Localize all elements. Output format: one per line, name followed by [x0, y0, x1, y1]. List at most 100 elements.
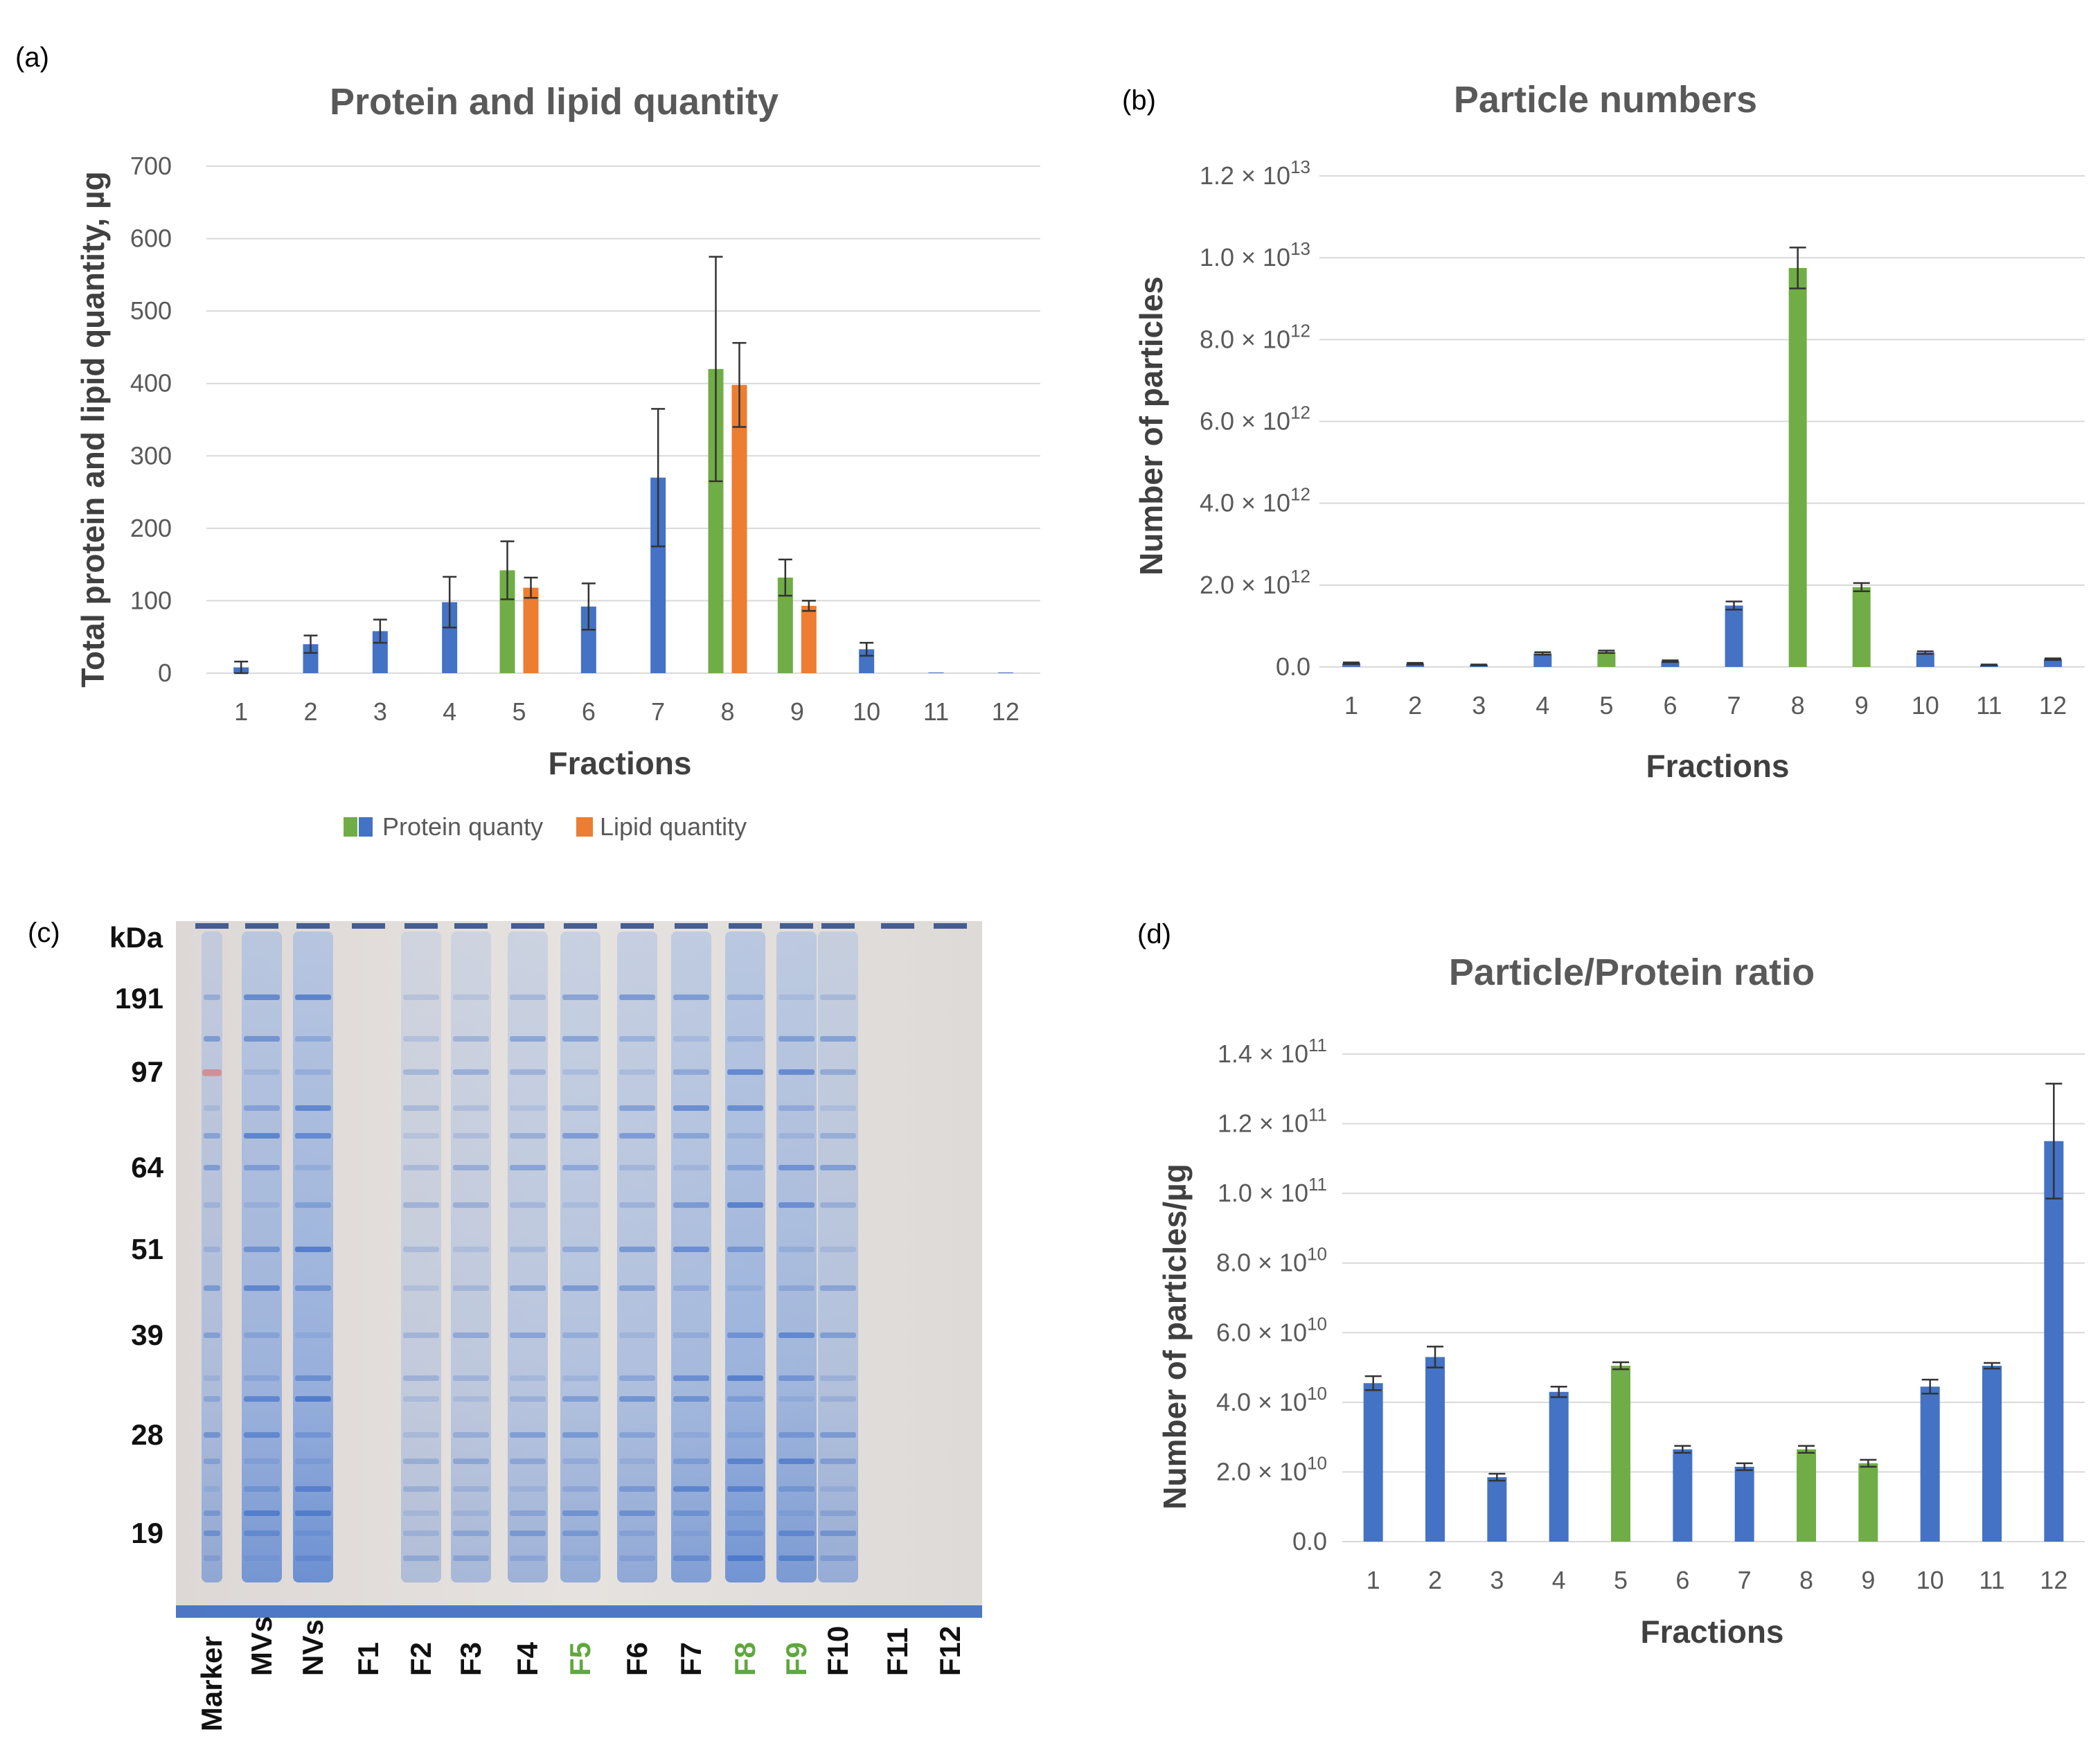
gel-band	[453, 1247, 489, 1252]
error-bar-protein-4	[443, 576, 457, 629]
gel-band	[403, 1332, 439, 1338]
gel-band	[403, 1555, 439, 1561]
gel-band	[727, 1165, 763, 1170]
marker-kda-label: 64	[131, 1151, 163, 1184]
gel-band	[778, 1555, 815, 1561]
bar-5	[1611, 1366, 1630, 1542]
bar-9	[1858, 1463, 1878, 1542]
gel-band	[727, 1247, 763, 1252]
gel-band	[562, 1133, 598, 1139]
gel-band	[453, 1510, 489, 1516]
y-tick-label-a: 700	[130, 152, 172, 180]
gel-band	[778, 1486, 815, 1492]
error-bar-d-7	[1736, 1462, 1753, 1472]
gel-band	[295, 1247, 331, 1252]
gel-band	[295, 1396, 331, 1402]
gel-band	[820, 1069, 856, 1075]
gel-band	[295, 1105, 331, 1111]
gel-band	[727, 1285, 763, 1291]
gel-band	[403, 1069, 439, 1075]
y-tick-label-b: 4.0 × 1012	[1200, 484, 1310, 517]
gel-band	[619, 1486, 655, 1492]
gel-band	[244, 1555, 280, 1561]
gel-band	[619, 1555, 655, 1561]
gel-band	[619, 1531, 655, 1536]
gel-band	[727, 995, 763, 1000]
gel-band	[727, 1396, 763, 1402]
gel-band	[204, 1202, 220, 1208]
y-tick-label-a: 500	[130, 296, 172, 325]
gel-band	[778, 1285, 815, 1291]
gel-band	[820, 1510, 856, 1516]
gel-band	[673, 1459, 709, 1464]
gel-band	[403, 1375, 439, 1381]
gel-band	[727, 1105, 763, 1111]
bar-10	[1920, 1386, 1940, 1542]
gel-unit-label: kDa	[109, 921, 163, 954]
gel-band	[244, 1510, 280, 1516]
error-bar-lipid-5	[524, 576, 538, 599]
gel-band	[204, 1247, 220, 1252]
gel-band	[820, 1247, 856, 1252]
bar-protein-12	[997, 672, 1013, 673]
gel-band	[727, 1432, 763, 1438]
gel-band	[673, 995, 709, 1000]
y-tick-label-d: 1.0 × 1011	[1218, 1174, 1327, 1207]
x-tick-label-a: 1	[234, 697, 248, 726]
error-bar-protein-2	[303, 634, 318, 654]
gel-band	[562, 995, 598, 1000]
gel-band	[453, 1459, 489, 1464]
bar-lipid-9	[801, 605, 817, 673]
bar-4	[1549, 1391, 1569, 1542]
gel-band	[403, 1396, 439, 1402]
gel-band	[562, 1510, 598, 1516]
gel-band	[778, 1165, 815, 1170]
gel-well	[821, 923, 855, 929]
gel-band	[204, 1531, 220, 1536]
lane-label-F11: F11	[881, 1627, 914, 1676]
gel-band	[778, 995, 815, 1000]
error-bar-d-10	[1921, 1378, 1939, 1395]
x-axis-label-b: Fractions	[1646, 748, 1789, 784]
chart-title-d: Particle/Protein ratio	[1449, 952, 1815, 993]
gel-band	[510, 1105, 546, 1111]
x-tick-label-a: 6	[582, 697, 596, 726]
gel-lane-MVs	[242, 931, 282, 1582]
error-bar-d-6	[1674, 1445, 1691, 1454]
lane-label-F3: F3	[454, 1642, 487, 1676]
gel-band	[673, 1133, 709, 1139]
gel-band	[510, 1069, 546, 1075]
gel-band	[403, 1202, 439, 1208]
gel-band	[453, 1069, 489, 1075]
error-bar-protein-7	[651, 408, 666, 548]
gel-band	[820, 1105, 856, 1111]
gel-band	[619, 1069, 655, 1075]
x-tick-label-d: 5	[1614, 1566, 1628, 1594]
gel-band	[204, 1486, 220, 1492]
gel-lane-F2	[401, 931, 441, 1582]
legend-swatch-protein-green	[344, 817, 357, 837]
gel-band	[562, 1396, 598, 1402]
x-tick-label-a: 8	[720, 697, 734, 726]
gel-band	[562, 1069, 598, 1075]
gel-band	[453, 1432, 489, 1438]
gel-band	[619, 1375, 655, 1381]
gel-band	[453, 1555, 489, 1561]
error-bar-lipid-8	[732, 341, 747, 428]
error-bar-b-10	[1916, 650, 1934, 655]
gel-band	[244, 1459, 280, 1464]
bar-protein-8	[708, 368, 724, 673]
gel-band	[403, 1247, 439, 1252]
x-tick-label-d: 12	[2040, 1566, 2067, 1594]
gel-band	[204, 1459, 220, 1464]
error-bar-b-11	[1980, 663, 1997, 666]
gel-band	[820, 1036, 856, 1042]
gel-band	[673, 1531, 709, 1536]
gel-band	[727, 1510, 763, 1516]
gel-band	[295, 1459, 331, 1464]
gel-lane-F10	[818, 931, 858, 1582]
gel-band	[727, 1459, 763, 1464]
gel-band	[453, 1396, 489, 1402]
gel-band	[510, 1332, 546, 1338]
error-bar-b-3	[1470, 663, 1488, 666]
